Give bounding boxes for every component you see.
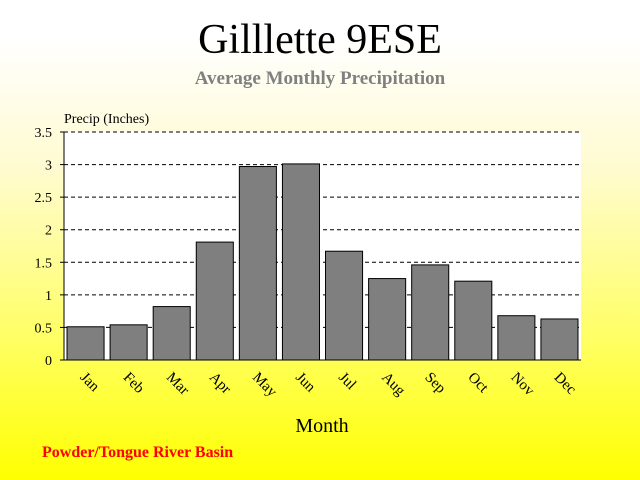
bars-group bbox=[66, 163, 579, 361]
bar-sep bbox=[411, 264, 450, 361]
y-tick-label: 1.5 bbox=[35, 256, 53, 271]
bar-jun bbox=[281, 163, 320, 361]
y-tick-label: 2 bbox=[45, 224, 52, 239]
x-tick-label: Oct bbox=[464, 370, 491, 397]
grid-lines bbox=[64, 131, 581, 328]
bar-dec bbox=[540, 318, 579, 361]
y-tick-label: 0 bbox=[45, 354, 52, 369]
basin-label: Powder/Tongue River Basin bbox=[42, 444, 234, 461]
y-tick-label: 2.5 bbox=[35, 191, 53, 206]
x-tick-label: Jun bbox=[292, 370, 318, 396]
x-ticks: Jan Feb Mar Apr May Jun Jul Aug Sep Oct Nov Dec bbox=[64, 359, 581, 401]
x-tick-label: Feb bbox=[120, 370, 147, 397]
y-tick-label: 3 bbox=[45, 159, 52, 174]
y-axis-label: Precip (Inches) bbox=[64, 112, 149, 127]
plot-background bbox=[64, 132, 581, 360]
x-axis-label: Month bbox=[295, 415, 348, 437]
bar-jan bbox=[66, 326, 105, 361]
x-tick-label: Nov bbox=[508, 370, 538, 400]
y-tick-label: 1 bbox=[45, 289, 52, 304]
bar-jul bbox=[325, 250, 364, 361]
y-ticks: 0 0.5 1 1.5 2 2.5 3 3.5 bbox=[35, 126, 65, 369]
x-tick-label: Mar bbox=[163, 370, 192, 399]
y-tick-label: 0.5 bbox=[35, 321, 53, 336]
bar-oct bbox=[454, 280, 493, 361]
bar-may bbox=[238, 166, 277, 361]
x-tick-label: Dec bbox=[551, 370, 580, 399]
x-tick-label: Apr bbox=[206, 370, 234, 398]
page-title: Gilllette 9ESE bbox=[198, 17, 442, 63]
y-tick-label: 3.5 bbox=[35, 126, 53, 141]
bar-feb bbox=[109, 324, 148, 361]
bar-aug bbox=[368, 278, 407, 361]
chart-subtitle: Average Monthly Precipitation bbox=[194, 68, 446, 89]
x-tick-label: Jul bbox=[335, 370, 359, 394]
bar-nov bbox=[497, 315, 536, 361]
x-tick-label: Aug bbox=[378, 370, 408, 400]
plot-area bbox=[64, 132, 581, 360]
bar-mar bbox=[152, 306, 191, 361]
x-tick-label: Sep bbox=[421, 370, 448, 397]
x-tick-label: May bbox=[249, 370, 280, 401]
x-tick-label: Jan bbox=[77, 370, 103, 396]
bar-apr bbox=[195, 241, 234, 361]
